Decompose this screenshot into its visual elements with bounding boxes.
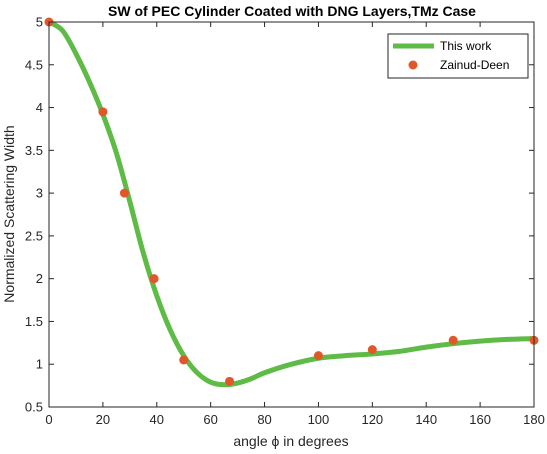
data-point-zainud-deen — [149, 274, 159, 284]
y-tick-label: 3 — [36, 186, 43, 201]
x-tick-label: 160 — [469, 412, 491, 427]
y-tick-labels: 0.5 1 1.5 2 2.5 3 3.5 4 4.5 5 — [25, 15, 43, 415]
x-tick-label: 40 — [150, 412, 164, 427]
y-tick-label: 0.5 — [25, 400, 43, 415]
plot-area — [49, 22, 534, 407]
series-line-this-work — [46, 19, 537, 388]
legend-marker-swatch — [408, 60, 418, 70]
y-tick-label: 2 — [36, 271, 43, 286]
y-tick-label: 2.5 — [25, 228, 43, 243]
x-tick-label: 140 — [415, 412, 437, 427]
x-tick-label: 0 — [45, 412, 52, 427]
y-tick-label: 3.5 — [25, 143, 43, 158]
data-point-zainud-deen — [367, 345, 377, 355]
x-tick-label: 80 — [257, 412, 271, 427]
data-point-zainud-deen — [179, 355, 189, 365]
y-axis-label: Normalized Scattering Width — [1, 125, 17, 302]
plot-box — [48, 21, 535, 408]
legend-box — [387, 33, 529, 79]
legend: This work Zainud-Deen — [387, 33, 529, 79]
y-tick-label: 4 — [36, 100, 43, 115]
line-series-group — [46, 19, 537, 388]
y-tick-label: 4.5 — [25, 57, 43, 72]
legend-label-zainud-deen: Zainud-Deen — [440, 58, 509, 72]
x-tick-label: 180 — [523, 412, 545, 427]
chart-title: SW of PEC Cylinder Coated with DNG Layer… — [108, 3, 476, 19]
y-tick-label: 1 — [36, 357, 43, 372]
x-tick-label: 120 — [361, 412, 383, 427]
data-point-zainud-deen — [448, 335, 458, 345]
x-axis-label: angle ϕ in degrees — [233, 433, 348, 449]
x-tick-labels: 0 20 40 60 80 100 120 140 160 180 — [45, 412, 544, 427]
legend-label-this-work: This work — [440, 39, 492, 53]
y-tick-label: 1.5 — [25, 314, 43, 329]
data-point-zainud-deen — [313, 351, 323, 361]
x-tick-label: 20 — [96, 412, 110, 427]
data-point-zainud-deen — [98, 107, 108, 117]
x-tick-label: 100 — [308, 412, 330, 427]
x-tick-label: 60 — [203, 412, 217, 427]
y-tick-label: 5 — [36, 15, 43, 30]
data-point-zainud-deen — [119, 188, 129, 198]
data-point-zainud-deen — [225, 376, 235, 386]
